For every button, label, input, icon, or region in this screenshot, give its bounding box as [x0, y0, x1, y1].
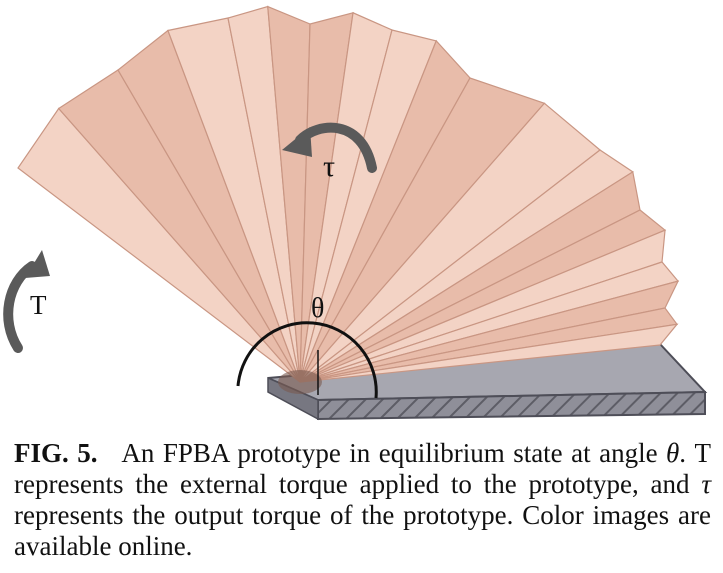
- output-torque-arrow-icon: τ: [282, 122, 377, 183]
- external-torque-arrow-icon: T: [3, 250, 50, 353]
- angle-label: θ: [311, 293, 324, 324]
- caption-tau: τ: [701, 469, 711, 499]
- external-torque-label: T: [30, 290, 47, 320]
- folded-paper-fan: [17, 5, 680, 394]
- output-torque-label: τ: [323, 150, 335, 183]
- caption-text-3: represents the output torque of the prot…: [14, 500, 711, 561]
- caption-text-2: . T represents the external torque appli…: [14, 438, 712, 499]
- caption-theta: θ: [666, 438, 680, 468]
- figure-caption: FIG. 5. An FPBA prototype in equilibrium…: [14, 438, 711, 562]
- angle-marker: θ: [236, 293, 378, 399]
- figure-label: FIG. 5.: [14, 438, 98, 468]
- fan-pivot: [278, 370, 322, 394]
- fpba-prototype-photo: θ τ T: [3, 5, 708, 421]
- fan-fold-panel: [299, 323, 679, 383]
- caption-text-1: An FPBA prototype in equilibrium state a…: [121, 438, 658, 468]
